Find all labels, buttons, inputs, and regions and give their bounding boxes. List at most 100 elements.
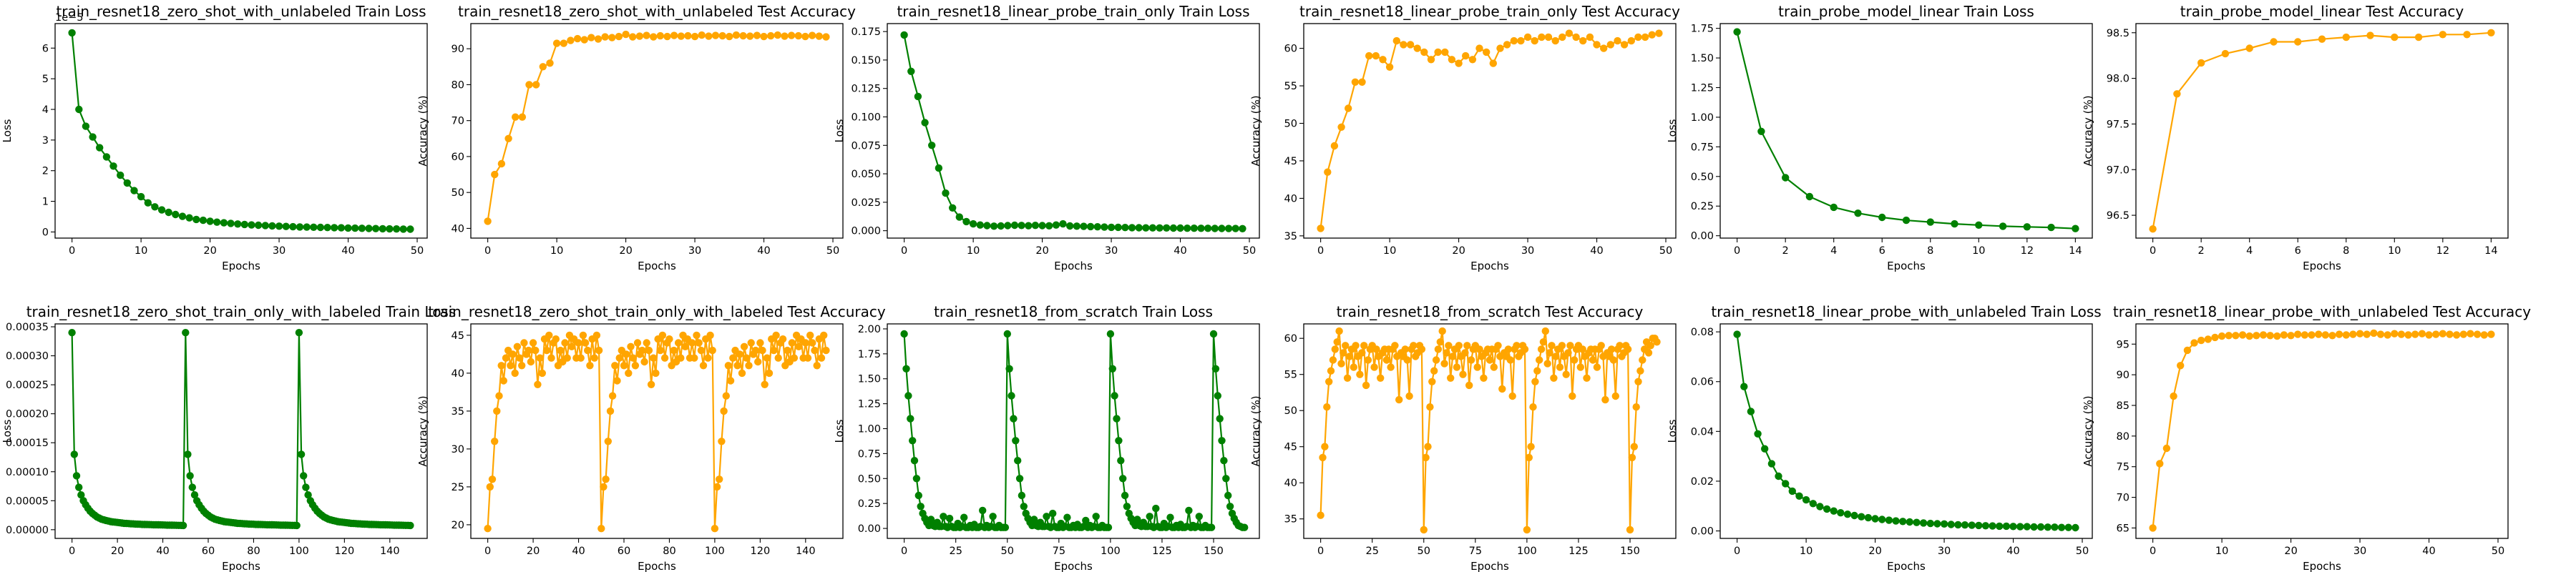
data-point bbox=[1241, 523, 1249, 531]
data-point bbox=[1447, 374, 1455, 382]
x-tick-label: 60 bbox=[202, 546, 215, 557]
data-point bbox=[1066, 222, 1074, 230]
x-tick-label: 20 bbox=[203, 245, 216, 257]
data-point bbox=[1406, 41, 1415, 49]
x-tick-label: 4 bbox=[1830, 245, 1837, 257]
y-axis-label: Loss bbox=[1666, 119, 1679, 142]
y-tick-label: 55 bbox=[1284, 370, 1297, 381]
x-tick-label: 40 bbox=[757, 245, 770, 257]
data-point bbox=[1961, 521, 1969, 529]
data-point bbox=[1954, 521, 1962, 529]
data-point bbox=[801, 339, 810, 347]
data-point bbox=[1558, 33, 1566, 41]
data-point bbox=[927, 516, 935, 523]
data-point bbox=[1427, 56, 1435, 64]
data-point bbox=[520, 339, 528, 347]
data-point bbox=[1611, 392, 1619, 400]
data-point bbox=[157, 206, 166, 214]
x-tick-label: 14 bbox=[2069, 245, 2082, 257]
plot-frame bbox=[2135, 323, 2509, 539]
y-tick-label: 0.50 bbox=[858, 473, 881, 485]
data-point bbox=[234, 220, 242, 228]
y-tick-label: 0.25 bbox=[1691, 201, 1714, 212]
y-tick-label: 35 bbox=[1284, 514, 1297, 526]
data-point bbox=[102, 153, 111, 161]
data-point bbox=[716, 475, 723, 483]
x-tick-label: 20 bbox=[111, 546, 124, 557]
x-tick-label: 140 bbox=[796, 546, 816, 557]
x-tick-label: 60 bbox=[618, 546, 630, 557]
data-point bbox=[1854, 209, 1862, 217]
y-tick-label: 0.00010 bbox=[6, 467, 49, 478]
data-point bbox=[1418, 345, 1426, 353]
data-point bbox=[2036, 523, 2045, 531]
series-line bbox=[903, 332, 1245, 528]
data-point bbox=[497, 362, 505, 370]
y-tick-label: 0.050 bbox=[851, 169, 881, 180]
subplot-title: train_resnet18_linear_probe_with_unlabel… bbox=[2113, 303, 2531, 320]
data-point bbox=[983, 222, 991, 230]
data-point bbox=[513, 342, 522, 350]
data-point bbox=[1485, 356, 1494, 364]
data-point bbox=[1327, 367, 1335, 375]
x-tick-label: 120 bbox=[751, 546, 771, 557]
data-point bbox=[1434, 48, 1442, 56]
data-point bbox=[1620, 41, 1629, 49]
data-point bbox=[663, 32, 671, 41]
data-point bbox=[746, 32, 754, 40]
x-tick-label: 125 bbox=[1152, 546, 1172, 557]
data-point bbox=[2221, 49, 2230, 58]
data-point bbox=[611, 362, 619, 370]
data-point bbox=[109, 162, 117, 170]
y-axis-label: Accuracy (%) bbox=[1249, 95, 1262, 166]
data-point bbox=[917, 503, 924, 511]
data-point bbox=[1630, 443, 1638, 450]
data-point bbox=[70, 450, 79, 458]
data-point bbox=[68, 329, 76, 337]
data-point bbox=[1231, 225, 1239, 232]
data-point bbox=[1337, 123, 1345, 131]
data-point bbox=[1438, 327, 1446, 335]
data-point bbox=[1496, 44, 1504, 52]
data-point bbox=[1352, 342, 1360, 350]
y-tick-label: 75 bbox=[2117, 462, 2129, 473]
plot-frame bbox=[887, 323, 1260, 539]
data-point bbox=[1005, 365, 1013, 373]
data-point bbox=[640, 358, 648, 366]
data-point bbox=[2280, 331, 2288, 339]
plot-frame bbox=[887, 23, 1260, 239]
x-tick-label: 50 bbox=[2492, 546, 2504, 557]
y-tick-label: 0.00005 bbox=[6, 495, 49, 507]
data-point bbox=[199, 216, 208, 225]
data-point bbox=[552, 335, 560, 343]
y-axis-label: Loss bbox=[1, 119, 14, 142]
data-point bbox=[82, 122, 90, 130]
series-line bbox=[71, 332, 411, 526]
data-point bbox=[1382, 356, 1391, 364]
data-point bbox=[1614, 36, 1621, 45]
x-tick-label: 125 bbox=[1568, 546, 1589, 557]
y-tick-label: 3 bbox=[42, 135, 49, 147]
x-tick-label: 100 bbox=[705, 546, 725, 557]
data-point bbox=[1747, 408, 1755, 415]
data-point bbox=[660, 354, 669, 362]
data-point bbox=[1571, 356, 1579, 364]
y-tick-label: 40 bbox=[452, 368, 464, 380]
data-point bbox=[761, 380, 769, 388]
data-point bbox=[1345, 104, 1352, 112]
data-point bbox=[1101, 223, 1108, 231]
data-point bbox=[248, 221, 255, 229]
data-point bbox=[323, 224, 331, 232]
data-point bbox=[1323, 403, 1331, 411]
data-point bbox=[718, 438, 726, 445]
data-point bbox=[1014, 457, 1022, 465]
data-point bbox=[1004, 222, 1012, 230]
data-point bbox=[518, 362, 526, 370]
data-point bbox=[1121, 224, 1129, 232]
y-tick-label: 0.00 bbox=[1691, 231, 1714, 242]
data-point bbox=[1597, 342, 1605, 350]
data-point bbox=[758, 346, 766, 355]
data-point bbox=[1365, 51, 1373, 60]
data-point bbox=[1461, 349, 1469, 357]
data-point bbox=[2156, 460, 2164, 468]
